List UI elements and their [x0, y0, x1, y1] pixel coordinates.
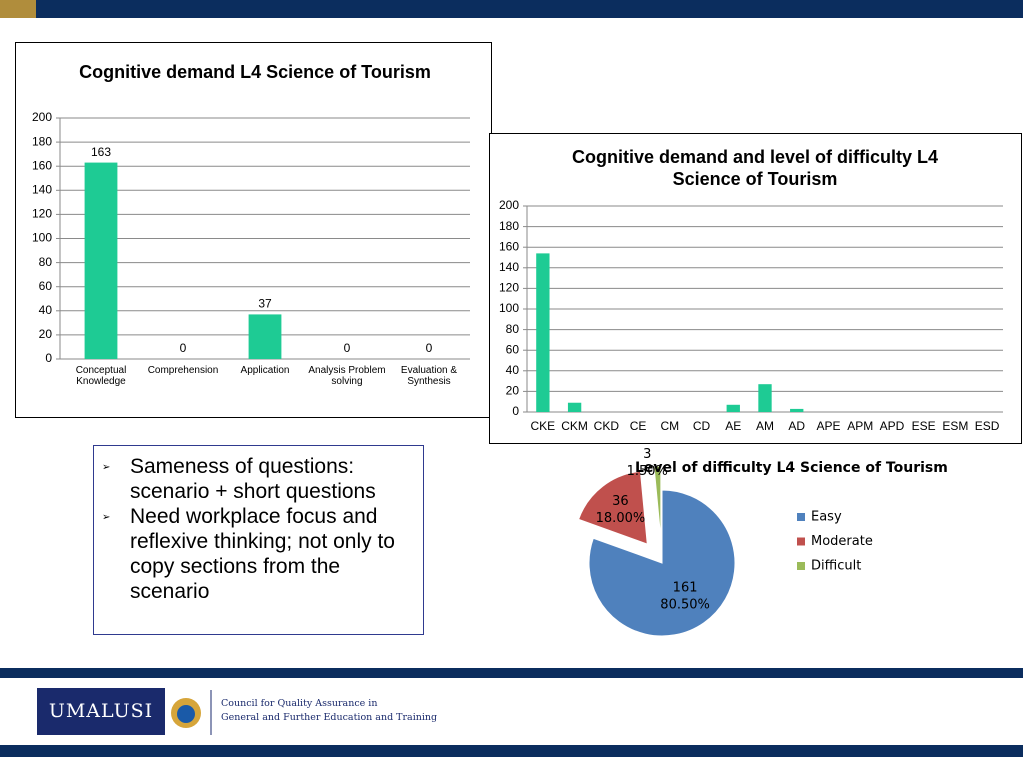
x-tick-label: Conceptual Knowledge: [75, 365, 127, 387]
x-tick-label: CD: [693, 419, 711, 433]
data-label: 80.50%: [660, 597, 710, 612]
x-tick-label: CKE: [531, 419, 556, 433]
bottom-band: [0, 745, 1023, 757]
y-tick-label: 20: [506, 384, 520, 398]
logo-crest: [177, 705, 195, 723]
chart-title: Cognitive demand and level of difficulty…: [571, 147, 939, 189]
chart-title: Cognitive demand L4 Science of Tourism: [79, 62, 431, 82]
x-tick-label: APE: [816, 419, 840, 433]
data-label: 161: [673, 580, 698, 595]
x-tick-label: CM: [660, 419, 679, 433]
legend-label: Difficult: [811, 559, 861, 574]
legend-swatch: [797, 513, 805, 521]
y-tick-label: 80: [39, 255, 53, 269]
bar: [758, 384, 772, 412]
y-tick-label: 60: [506, 342, 520, 356]
x-tick-label: ESD: [975, 419, 1000, 433]
value-label: 0: [180, 341, 187, 355]
data-label: 3: [643, 447, 651, 462]
y-tick-label: 100: [32, 231, 52, 245]
value-label: 0: [344, 341, 351, 355]
pie-slice: [577, 470, 648, 545]
chart-title: Level of difficulty L4 Science of Touris…: [635, 460, 948, 476]
bullet-list: Sameness of questions: scenario + short …: [102, 454, 413, 604]
data-label: 18.00%: [596, 511, 646, 526]
y-tick-label: 160: [499, 239, 519, 253]
tagline-line: Council for Quality Assurance in: [221, 698, 378, 709]
pie-slice: [588, 489, 736, 637]
x-tick-label: ESM: [942, 419, 968, 433]
top-band: [0, 0, 1023, 18]
y-tick-label: 40: [39, 303, 53, 317]
y-tick-label: 0: [45, 351, 52, 365]
bar: [567, 402, 582, 412]
x-tick-label: CKM: [561, 419, 588, 433]
y-tick-label: 120: [32, 207, 52, 221]
y-tick-label: 120: [499, 281, 519, 295]
y-tick-label: 140: [499, 260, 519, 274]
y-tick-label: 140: [32, 182, 52, 196]
bar: [726, 404, 740, 412]
logo-text: UMALUSI: [49, 700, 153, 722]
x-tick-label: Evaluation & Synthesis: [400, 365, 458, 387]
value-label: 37: [258, 297, 272, 311]
x-tick-label: CKD: [594, 419, 620, 433]
tagline: Council for Quality Assurance in General…: [221, 697, 437, 725]
x-tick-label: APM: [847, 419, 873, 433]
legend-swatch: [797, 537, 805, 546]
tagline-line: General and Further Education and Traini…: [221, 712, 438, 723]
x-tick-label: APD: [880, 419, 905, 433]
bullet: Sameness of questions: scenario + short …: [102, 454, 413, 504]
value-label: 163: [91, 145, 111, 159]
bullet-box: Sameness of questions: scenario + short …: [93, 445, 424, 635]
y-tick-label: 40: [506, 363, 520, 377]
legend-label: Moderate: [811, 534, 873, 549]
bullet: Need workplace focus and reflexive think…: [102, 504, 413, 604]
y-tick-label: 180: [499, 219, 519, 233]
value-label: 0: [426, 341, 433, 355]
y-tick-label: 20: [39, 327, 53, 341]
y-tick-label: 200: [32, 110, 52, 124]
data-label: 36: [612, 494, 629, 509]
x-tick-label: AM: [756, 419, 774, 433]
y-tick-label: 160: [32, 158, 52, 172]
y-tick-label: 200: [499, 198, 519, 212]
y-tick-label: 60: [39, 279, 53, 293]
bar: [248, 314, 282, 359]
top-accent: [0, 0, 36, 18]
data-label: 1.50%: [627, 464, 668, 479]
pie-slice: [653, 465, 662, 540]
bar: [790, 408, 804, 412]
y-tick-label: 0: [512, 404, 519, 418]
bar: [536, 253, 550, 412]
y-tick-label: 100: [499, 301, 519, 315]
y-tick-label: 180: [32, 134, 52, 148]
x-tick-label: ESE: [912, 419, 936, 433]
y-tick-label: 80: [506, 322, 520, 336]
bar: [84, 162, 118, 359]
bottom-band: [0, 668, 1023, 678]
x-tick-label: CE: [630, 419, 647, 433]
x-tick-label: AE: [725, 419, 741, 433]
x-tick-label: Comprehension: [147, 365, 219, 376]
x-tick-label: Analysis Problem solving: [308, 365, 386, 387]
legend-swatch: [797, 562, 805, 570]
logo-box: [37, 688, 165, 735]
x-tick-label: AD: [788, 419, 805, 433]
x-tick-label: Application: [240, 365, 290, 376]
legend-label: Easy: [811, 510, 842, 525]
